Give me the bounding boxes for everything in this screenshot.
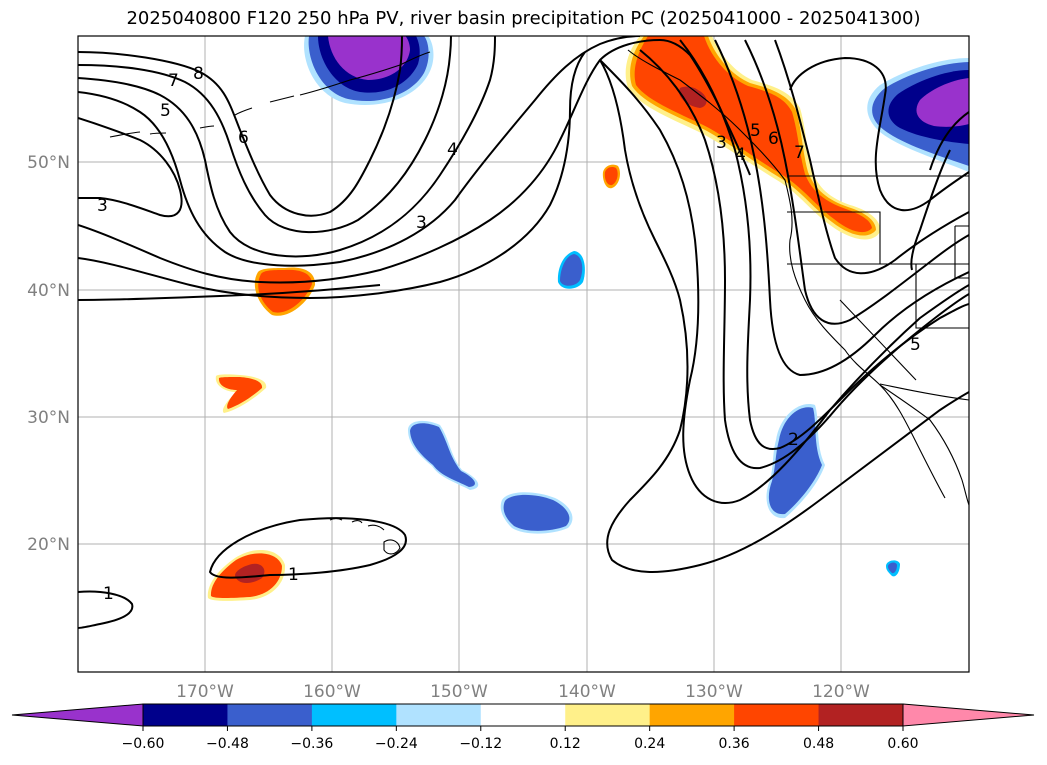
colorbar-tick-label: 0.24	[634, 736, 665, 752]
lat-label: 50°N	[27, 153, 70, 173]
us-mexico-border	[879, 383, 969, 401]
colorbar-tick-label: −0.24	[375, 736, 418, 752]
negative-anomaly-blob	[768, 407, 822, 515]
colorbar-extend-max	[902, 703, 1035, 727]
pv-contour-line	[208, 517, 407, 579]
north-american-coast	[627, 49, 969, 506]
negative-anomaly-blob	[410, 423, 475, 487]
negative-anomaly-blob	[888, 562, 897, 574]
alaska-coast	[299, 51, 431, 96]
aleutian-islands	[109, 95, 295, 138]
contour-label: 8	[193, 64, 204, 84]
contour-label: 2	[788, 430, 799, 450]
gridlines	[78, 36, 969, 672]
contour-label: 4	[735, 145, 746, 165]
pv-contour-line	[78, 36, 496, 258]
positive-anomaly-blob	[218, 377, 263, 409]
longitude-labels: 170°W 160°W 150°W 140°W 130°W 120°W	[176, 682, 870, 702]
colorbar-segment	[143, 704, 228, 726]
contour-label: 1	[103, 584, 114, 604]
colorbar-outline	[142, 703, 904, 727]
colorbar: −0.60 −0.48 −0.36 −0.24 −0.12 0.12 0.24 0.36 0.4…	[11, 703, 1035, 752]
lat-label: 30°N	[27, 408, 70, 428]
colorbar-segment	[396, 704, 482, 726]
colorbar-extend-min	[11, 703, 144, 727]
pv-contour-line	[78, 36, 403, 217]
lon-label: 170°W	[176, 682, 234, 702]
pv-contour-line	[78, 284, 381, 301]
pv-contours	[78, 36, 969, 629]
colorbar-segment	[649, 704, 735, 726]
contour-label: 5	[750, 121, 761, 141]
contour-label: 7	[168, 71, 179, 91]
colorbar-segment	[227, 704, 313, 726]
negative-anomaly-blob	[560, 254, 583, 286]
contour-label: 6	[238, 128, 249, 148]
colorbar-tick-label: −0.48	[206, 736, 249, 752]
pv-contour-line	[78, 36, 641, 267]
contour-labels: 8 7 6 5 4 3 3 2 1 1 3 4 5 6 7 5	[97, 64, 921, 604]
positive-anomaly-blob	[258, 269, 312, 313]
colorbar-tick-label: −0.36	[290, 736, 333, 752]
negative-anomaly-blob	[916, 78, 969, 127]
positive-anomaly-band	[634, 36, 872, 233]
colorbar-segment	[480, 704, 566, 726]
hawaiian-islands	[329, 517, 401, 555]
colorbar-segment	[311, 704, 397, 726]
latitude-labels: 50°N 40°N 30°N 20°N	[27, 153, 70, 555]
colorbar-tick-label: 0.60	[887, 736, 918, 752]
lon-label: 160°W	[303, 682, 361, 702]
contour-label: 6	[768, 129, 779, 149]
pv-contour-line	[599, 59, 969, 573]
map-title: 2025040800 F120 250 hPa PV, river basin …	[126, 8, 921, 29]
precip-shading	[207, 36, 969, 601]
colorbar-tick-label: −0.60	[122, 736, 165, 752]
lon-label: 140°W	[558, 682, 616, 702]
pv-contour-line	[78, 36, 452, 234]
lon-label: 130°W	[685, 682, 743, 702]
pv-contour-line	[599, 59, 969, 504]
contour-label: 3	[416, 213, 427, 233]
map-frame	[77, 35, 970, 673]
lon-label: 150°W	[430, 682, 488, 702]
pv-contour-line	[78, 117, 183, 218]
contour-label: 3	[97, 196, 108, 216]
pv-contour-line	[910, 149, 951, 271]
coastlines	[109, 49, 969, 555]
colorbar-tick-label: −0.12	[459, 736, 502, 752]
contour-label: 7	[794, 143, 805, 163]
pv-contour-line	[744, 39, 969, 325]
contour-label: 4	[447, 140, 458, 160]
pv-contour-line	[679, 39, 969, 450]
colorbar-segment	[818, 704, 904, 726]
lon-label: 120°W	[812, 682, 870, 702]
negative-anomaly-blob	[503, 494, 570, 531]
baja-peninsula	[879, 384, 946, 499]
colorbar-tick-label: 0.36	[719, 736, 750, 752]
contour-label: 3	[716, 133, 727, 153]
positive-anomaly-core	[679, 86, 707, 108]
lat-label: 40°N	[27, 281, 70, 301]
contour-label: 5	[160, 101, 171, 121]
pv-contour-line	[78, 590, 134, 629]
map-area	[78, 36, 969, 672]
pv-contour-line	[78, 51, 586, 300]
colorbar-segment	[734, 704, 820, 726]
lat-label: 20°N	[27, 535, 70, 555]
colorbar-tick-label: 0.48	[803, 736, 834, 752]
pv-contour-line	[929, 111, 969, 171]
positive-anomaly-blob	[604, 167, 618, 186]
pv-contour-line	[714, 39, 969, 377]
colorbar-segment	[565, 704, 651, 726]
contour-label: 5	[910, 335, 921, 355]
us-state-border	[787, 211, 969, 381]
contour-label: 1	[288, 565, 299, 585]
colorbar-tick-label: 0.12	[550, 736, 581, 752]
